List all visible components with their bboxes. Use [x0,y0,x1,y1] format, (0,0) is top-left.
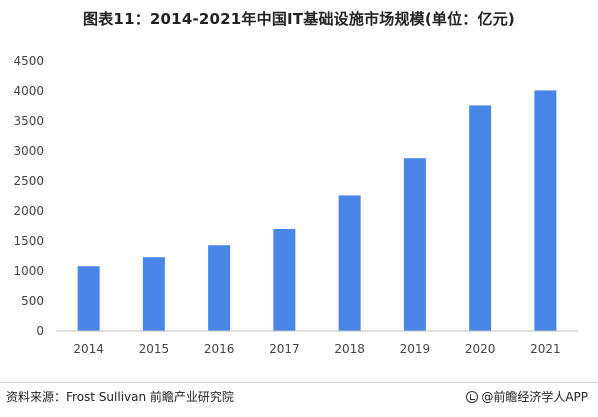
footer-divider [0,382,598,383]
y-tick-label: 1500 [13,234,44,248]
bar-series [77,90,557,332]
brand-credit-text: @前瞻经济学人APP [481,390,588,404]
bar-2018 [338,195,361,331]
x-tick-label: 2018 [334,342,365,356]
bar-2016 [208,245,231,331]
brand-credit: @前瞻经济学人APP [466,388,588,405]
bar-2019 [403,158,426,331]
y-axis: 0 500 1000 1500 2000 2500 3000 3500 4000 4500 [13,54,44,338]
x-tick-label: 2014 [73,342,104,356]
bar-2014 [77,266,100,331]
bar-2017 [273,229,296,331]
y-tick-label: 3000 [13,144,44,158]
bar-2021 [534,90,557,332]
x-tick-label: 2020 [465,342,496,356]
y-tick-label: 2000 [13,204,44,218]
x-tick-label: 2019 [400,342,431,356]
brand-logo-icon [466,390,479,403]
source-note: 资料来源：Frost Sullivan 前瞻产业研究院 [6,390,234,404]
y-tick-label: 3500 [13,114,44,128]
y-tick-label: 500 [21,294,44,308]
x-tick-label: 2016 [204,342,235,356]
x-axis: 2014 2015 2016 2017 2018 2019 2020 2021 [56,330,578,356]
bar-2015 [142,257,165,331]
y-tick-label: 4500 [13,54,44,68]
y-tick-label: 2500 [13,174,44,188]
bar-2020 [469,105,492,332]
x-tick-label: 2017 [269,342,300,356]
chart-title: 图表11：2014-2021年中国IT基础设施市场规模(单位：亿元) [83,10,515,28]
x-tick-label: 2015 [139,342,170,356]
y-tick-label: 1000 [13,264,44,278]
y-tick-label: 0 [36,324,44,338]
y-tick-label: 4000 [13,84,44,98]
x-tick-label: 2021 [530,342,561,356]
